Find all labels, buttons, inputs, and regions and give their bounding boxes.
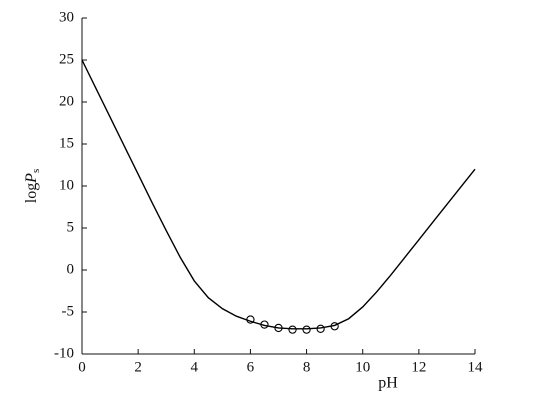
marker [246, 315, 255, 324]
marker [330, 322, 339, 331]
x-tick-label: 12 [411, 359, 426, 375]
marker [260, 320, 269, 329]
y-tick-label: 5 [67, 219, 75, 235]
x-tick-label: 2 [134, 359, 142, 375]
curve [81, 59, 476, 330]
marker [288, 325, 297, 334]
y-tick-label: 25 [59, 51, 74, 67]
x-tick-label: 0 [78, 359, 86, 375]
x-tick-label: 8 [303, 359, 311, 375]
x-tick-label: 6 [247, 359, 255, 375]
y-tick-label: 20 [59, 93, 74, 109]
x-tick-label: 10 [355, 359, 370, 375]
y-tick-label: 30 [59, 9, 74, 25]
x-tick-label: 4 [191, 359, 199, 375]
x-tick-label: 14 [468, 359, 484, 375]
y-tick-label: -5 [62, 303, 75, 319]
x-axis-label: pH [378, 375, 398, 392]
y-tick-label: -10 [54, 345, 74, 361]
y-tick-label: 15 [59, 135, 74, 151]
marker [302, 325, 311, 334]
y-label-subscript: s [30, 169, 42, 173]
y-label-variable: P [23, 173, 40, 184]
marker [316, 324, 325, 333]
marker [274, 323, 283, 333]
y-tick-label: 10 [59, 177, 74, 193]
y-label-prefix: log [23, 183, 40, 203]
y-axis-label: logPs [23, 169, 42, 204]
y-tick-label: 0 [67, 261, 75, 277]
